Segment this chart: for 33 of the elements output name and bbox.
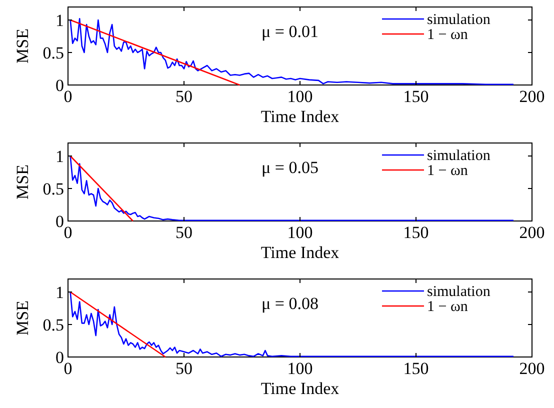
x-tick-label: 150: [403, 359, 429, 378]
x-tick-label: 150: [403, 223, 429, 242]
legend-label: 1 − ωn: [427, 27, 468, 43]
legend-label: 1 − ωn: [427, 299, 468, 315]
annotation: μ = 0.08: [262, 294, 318, 313]
x-tick-label: 200: [519, 223, 545, 242]
x-tick-label: 100: [287, 223, 313, 242]
annotation: μ = 0.01: [262, 22, 318, 41]
y-tick-label: 1: [56, 11, 64, 30]
x-tick-label: 50: [176, 359, 192, 378]
x-tick-label: 200: [519, 359, 545, 378]
y-axis-title: MSE: [13, 164, 32, 200]
legend-label: simulation: [427, 148, 491, 164]
y-tick-label: 0.5: [42, 44, 64, 62]
y-axis-title: MSE: [13, 28, 32, 64]
x-tick-label: 100: [287, 359, 313, 378]
y-tick-label: 1: [56, 283, 64, 302]
x-axis-title: Time Index: [260, 107, 340, 126]
legend-label: simulation: [427, 284, 491, 300]
x-tick-label: 200: [519, 87, 545, 106]
y-tick-label: 0.5: [42, 180, 64, 198]
x-axis-title: Time Index: [260, 379, 340, 398]
x-tick-label: 150: [403, 87, 429, 106]
y-tick-label: 0.5: [42, 316, 64, 334]
x-tick-label: 100: [287, 87, 313, 106]
x-axis-title: Time Index: [260, 243, 340, 262]
y-axis-title: MSE: [13, 300, 32, 336]
x-tick-label: 50: [176, 87, 192, 106]
legend-label: 1 − ωn: [427, 163, 468, 179]
x-tick-label: 50: [176, 223, 192, 242]
annotation: μ = 0.05: [262, 158, 318, 177]
y-tick-label: 1: [56, 147, 64, 166]
legend-label: simulation: [427, 12, 491, 28]
